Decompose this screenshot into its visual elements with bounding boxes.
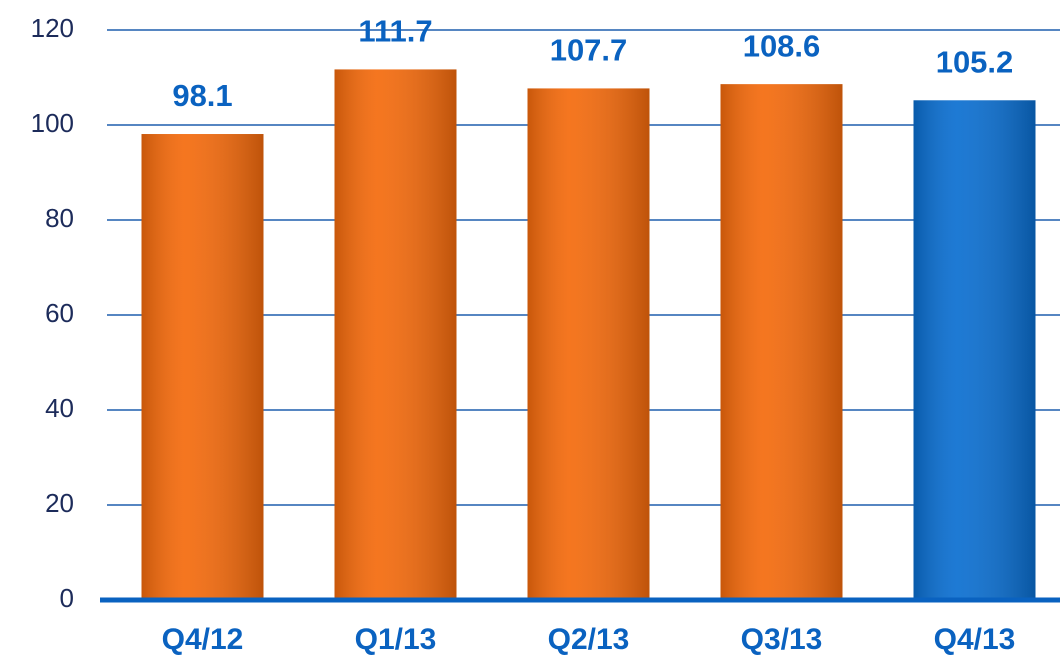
y-tick-label: 80 — [45, 203, 74, 233]
value-label: 111.7 — [358, 14, 432, 49]
y-tick-label: 100 — [31, 108, 74, 138]
bar-shade — [913, 100, 1036, 601]
x-tick-label: Q4/12 — [162, 623, 244, 656]
x-tick-label: Q4/13 — [934, 623, 1016, 656]
bar-shade — [527, 88, 650, 601]
bar-shade — [141, 134, 264, 600]
x-tick-label: Q2/13 — [548, 623, 630, 656]
y-tick-label: 20 — [45, 488, 74, 518]
value-label: 108.6 — [743, 28, 821, 63]
y-tick-label: 0 — [60, 583, 74, 613]
bar-shade — [334, 69, 457, 601]
y-tick-label: 120 — [31, 13, 74, 43]
value-label: 107.7 — [550, 33, 628, 68]
value-label: 105.2 — [936, 44, 1014, 79]
x-tick-label: Q3/13 — [741, 623, 823, 656]
value-label: 98.1 — [172, 78, 232, 113]
y-tick-label: 40 — [45, 393, 74, 423]
bar-shade — [720, 84, 843, 600]
x-tick-label: Q1/13 — [355, 623, 437, 656]
y-tick-label: 60 — [45, 298, 74, 328]
